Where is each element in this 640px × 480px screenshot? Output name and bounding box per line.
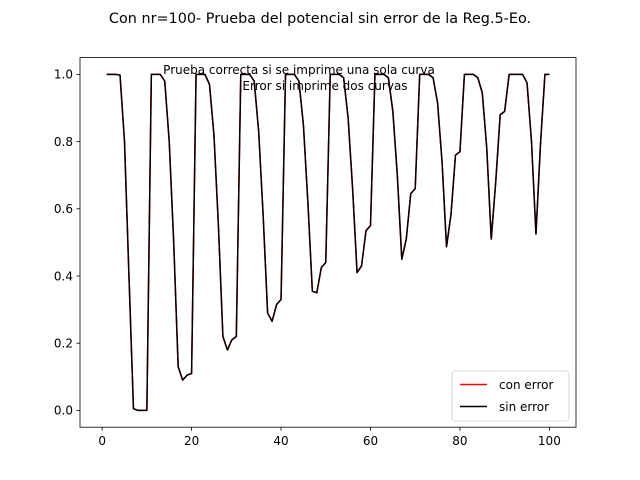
x-axis-ticks: 0 20 40 60 80 100: [98, 427, 561, 448]
series-lines: [106, 73, 550, 412]
x-tick-label: 40: [273, 434, 288, 448]
legend: con error sin error: [451, 370, 570, 422]
x-tick-label: 60: [363, 434, 378, 448]
plot-frame: [79, 57, 577, 428]
y-tick-label: 1.0: [54, 68, 73, 82]
y-tick-label: 0.0: [54, 404, 73, 418]
y-tick-label: 0.6: [54, 202, 73, 216]
plot-area: [80, 57, 576, 428]
annotation-line-1: Prueba correcta si se imprime una sola c…: [163, 63, 435, 77]
y-tick-label: 0.8: [54, 135, 73, 149]
chart-title: Con nr=100- Prueba del potencial sin err…: [109, 11, 531, 27]
x-tick-label: 100: [538, 434, 561, 448]
x-tick-label: 20: [184, 434, 199, 448]
x-tick-label: 80: [452, 434, 467, 448]
annotation-line-2: Error si imprime dos curvas: [242, 79, 407, 93]
y-tick-label: 0.2: [54, 337, 73, 351]
legend-box: [451, 370, 570, 422]
y-axis-ticks: 0.0 0.2 0.4 0.6 0.8 1.0: [54, 68, 80, 418]
series-line-sin-error: [106, 73, 550, 412]
legend-label-sin-error: sin error: [499, 400, 549, 414]
y-tick-label: 0.4: [54, 269, 73, 283]
legend-label-con-error: con error: [499, 378, 553, 392]
x-tick-label: 0: [98, 434, 106, 448]
